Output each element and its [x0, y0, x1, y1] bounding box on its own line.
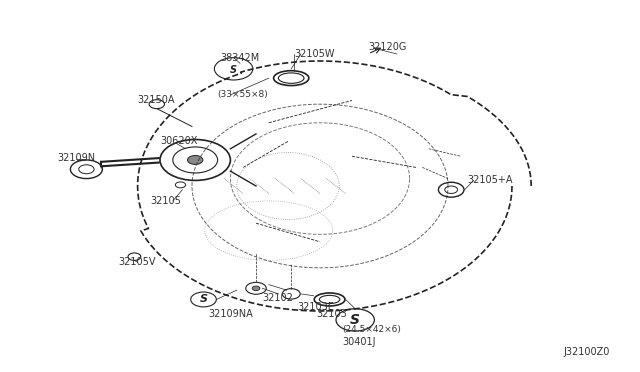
Text: 38342M: 38342M	[221, 53, 260, 62]
Text: (24.5×42×6): (24.5×42×6)	[342, 325, 401, 334]
Circle shape	[188, 155, 203, 164]
Text: S: S	[350, 313, 360, 327]
Text: (33×55×8): (33×55×8)	[218, 90, 268, 99]
Text: 32105V: 32105V	[118, 257, 156, 267]
Text: S: S	[200, 295, 207, 304]
Text: 32120G: 32120G	[368, 42, 406, 51]
Text: 32102: 32102	[262, 293, 293, 302]
Text: J32100Z0: J32100Z0	[563, 347, 609, 356]
Text: 32109NA: 32109NA	[208, 310, 253, 319]
Circle shape	[252, 286, 260, 291]
Text: 32105: 32105	[150, 196, 181, 206]
Text: 32150A: 32150A	[138, 96, 175, 105]
Text: 32109N: 32109N	[58, 153, 96, 163]
Text: 32105+A: 32105+A	[467, 176, 513, 185]
Text: 32105W: 32105W	[294, 49, 335, 59]
Text: S: S	[230, 65, 237, 75]
Text: 30620X: 30620X	[160, 137, 197, 146]
Text: 32103: 32103	[317, 310, 348, 319]
Text: 32103E: 32103E	[298, 302, 335, 312]
Text: 30401J: 30401J	[342, 337, 376, 347]
